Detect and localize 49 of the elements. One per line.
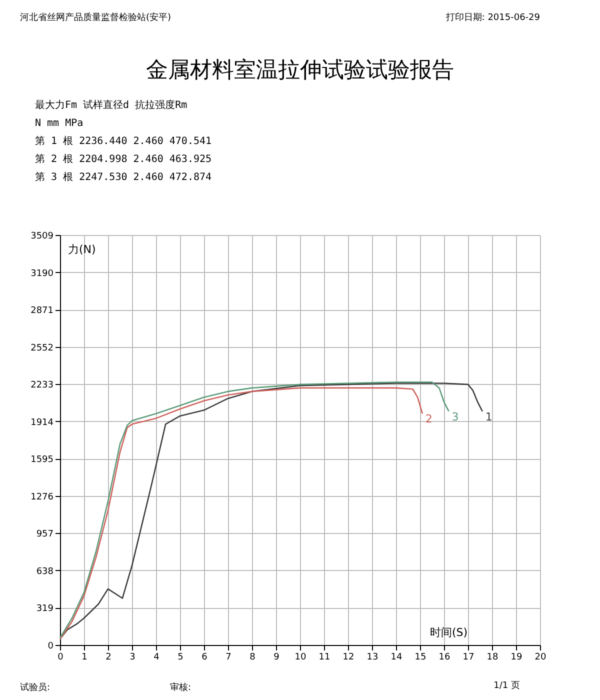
text: 审核: — [170, 682, 192, 693]
x-tick-label: 12 — [342, 652, 354, 662]
x-tick-label: 11 — [318, 652, 330, 662]
chart-title: 金属材料室温拉伸试验试验报告 — [146, 58, 454, 83]
x-tick-label: 6 — [202, 652, 208, 662]
x-tick-label: 9 — [274, 652, 280, 662]
series-label: 1 — [485, 410, 492, 424]
x-tick-label: 4 — [154, 652, 160, 662]
x-tick-label: 8 — [250, 652, 256, 662]
text: 河北省丝网产品质量监督检验站(安平) — [20, 12, 172, 23]
y-tick-label: 957 — [36, 530, 54, 540]
x-tick-label: 0 — [58, 652, 64, 662]
y-tick-label: 1595 — [30, 455, 54, 466]
y-tick-label: 1276 — [30, 492, 54, 502]
text: 1/1 页 — [494, 681, 520, 691]
x-tick-label: 14 — [390, 652, 402, 662]
y-tick-label: 2233 — [30, 380, 54, 391]
x-tick-label: 19 — [510, 652, 522, 662]
x-tick-label: 7 — [226, 652, 232, 662]
x-tick-label: 5 — [178, 652, 184, 662]
y-tick-label: 3190 — [30, 268, 54, 279]
x-tick-label: 1 — [82, 652, 88, 662]
y-tick-label: 0 — [48, 642, 54, 652]
text: 第 3 根 2247.530 2.460 472.874 — [35, 171, 212, 183]
y-tick-label: 2871 — [30, 306, 54, 316]
series-label: 2 — [425, 412, 432, 426]
y-tick-label: 319 — [36, 604, 54, 614]
x-tick-label: 20 — [534, 652, 546, 662]
text: 第 2 根 2204.998 2.460 463.925 — [35, 153, 212, 165]
x-tick-label: 18 — [486, 652, 498, 662]
text: 最大力Fm 试样直径d 抗拉强度Rm — [35, 99, 188, 111]
series-label: 3 — [452, 410, 459, 424]
x-tick-label: 15 — [414, 652, 426, 662]
y-axis-title: 力(N) — [68, 243, 96, 256]
text: N mm MPa — [35, 118, 84, 129]
x-tick-label: 13 — [366, 652, 378, 662]
x-tick-label: 16 — [438, 652, 450, 662]
text: 试验员: — [20, 682, 50, 693]
y-tick-label: 3509 — [30, 232, 54, 242]
y-tick-label: 638 — [36, 566, 54, 577]
x-tick-label: 3 — [130, 652, 136, 662]
text: 第 1 根 2236.440 2.460 470.541 — [35, 135, 212, 147]
x-tick-label: 10 — [294, 652, 306, 662]
x-tick-label: 2 — [106, 652, 112, 662]
x-axis-title: 时间(S) — [430, 626, 468, 639]
x-tick-label: 17 — [462, 652, 474, 662]
y-tick-label: 1914 — [30, 418, 54, 428]
text: 打印日期: 2015-06-29 — [444, 12, 540, 23]
y-tick-label: 2552 — [30, 343, 54, 354]
